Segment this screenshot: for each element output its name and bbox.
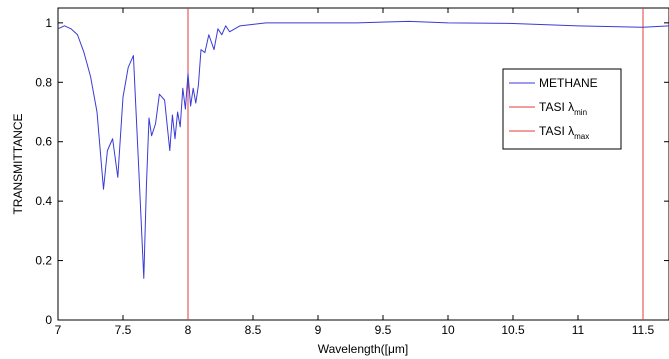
y-tick-label: 0.2 bbox=[35, 254, 52, 268]
x-tick-label: 11.5 bbox=[632, 323, 655, 337]
legend-label: TASI λmin bbox=[539, 100, 587, 117]
legend-label: TASI λmax bbox=[539, 124, 589, 141]
plot-area bbox=[57, 7, 669, 321]
x-tick-label: 8.5 bbox=[245, 323, 262, 337]
x-tick-label: 7 bbox=[55, 323, 62, 337]
x-tick-label: 9 bbox=[315, 323, 322, 337]
y-tick-label: 0.6 bbox=[35, 135, 52, 149]
legend: METHANE TASI λmin TASI λmax bbox=[502, 68, 622, 150]
y-tick-labels: 0 0.2 0.4 0.6 0.8 1 bbox=[35, 16, 52, 327]
x-tick-label: 10 bbox=[441, 323, 455, 337]
x-tick-label: 7.5 bbox=[115, 323, 132, 337]
methane-series bbox=[57, 20, 669, 279]
tasi-wavelength-lines bbox=[187, 8, 644, 320]
y-tick-label: 0 bbox=[45, 313, 52, 327]
x-tick-label: 10.5 bbox=[501, 323, 525, 337]
x-tick-label: 9.5 bbox=[375, 323, 392, 337]
x-tick-labels: 7 7.5 8 8.5 9 9.5 10 10.5 11 11.5 bbox=[55, 323, 655, 337]
y-tick-label: 0.4 bbox=[35, 194, 52, 208]
legend-label: METHANE bbox=[539, 76, 598, 90]
x-axis-title: Wavelength([μm] bbox=[318, 342, 409, 356]
x-tick-label: 11 bbox=[572, 323, 585, 337]
y-tick-label: 0.8 bbox=[35, 75, 52, 89]
methane-line bbox=[57, 20, 669, 279]
y-axis-title: TRANSMITTANCE bbox=[11, 113, 25, 214]
legend-box bbox=[502, 68, 622, 150]
y-tick-label: 1 bbox=[45, 16, 52, 30]
x-tick-label: 8 bbox=[185, 323, 192, 337]
